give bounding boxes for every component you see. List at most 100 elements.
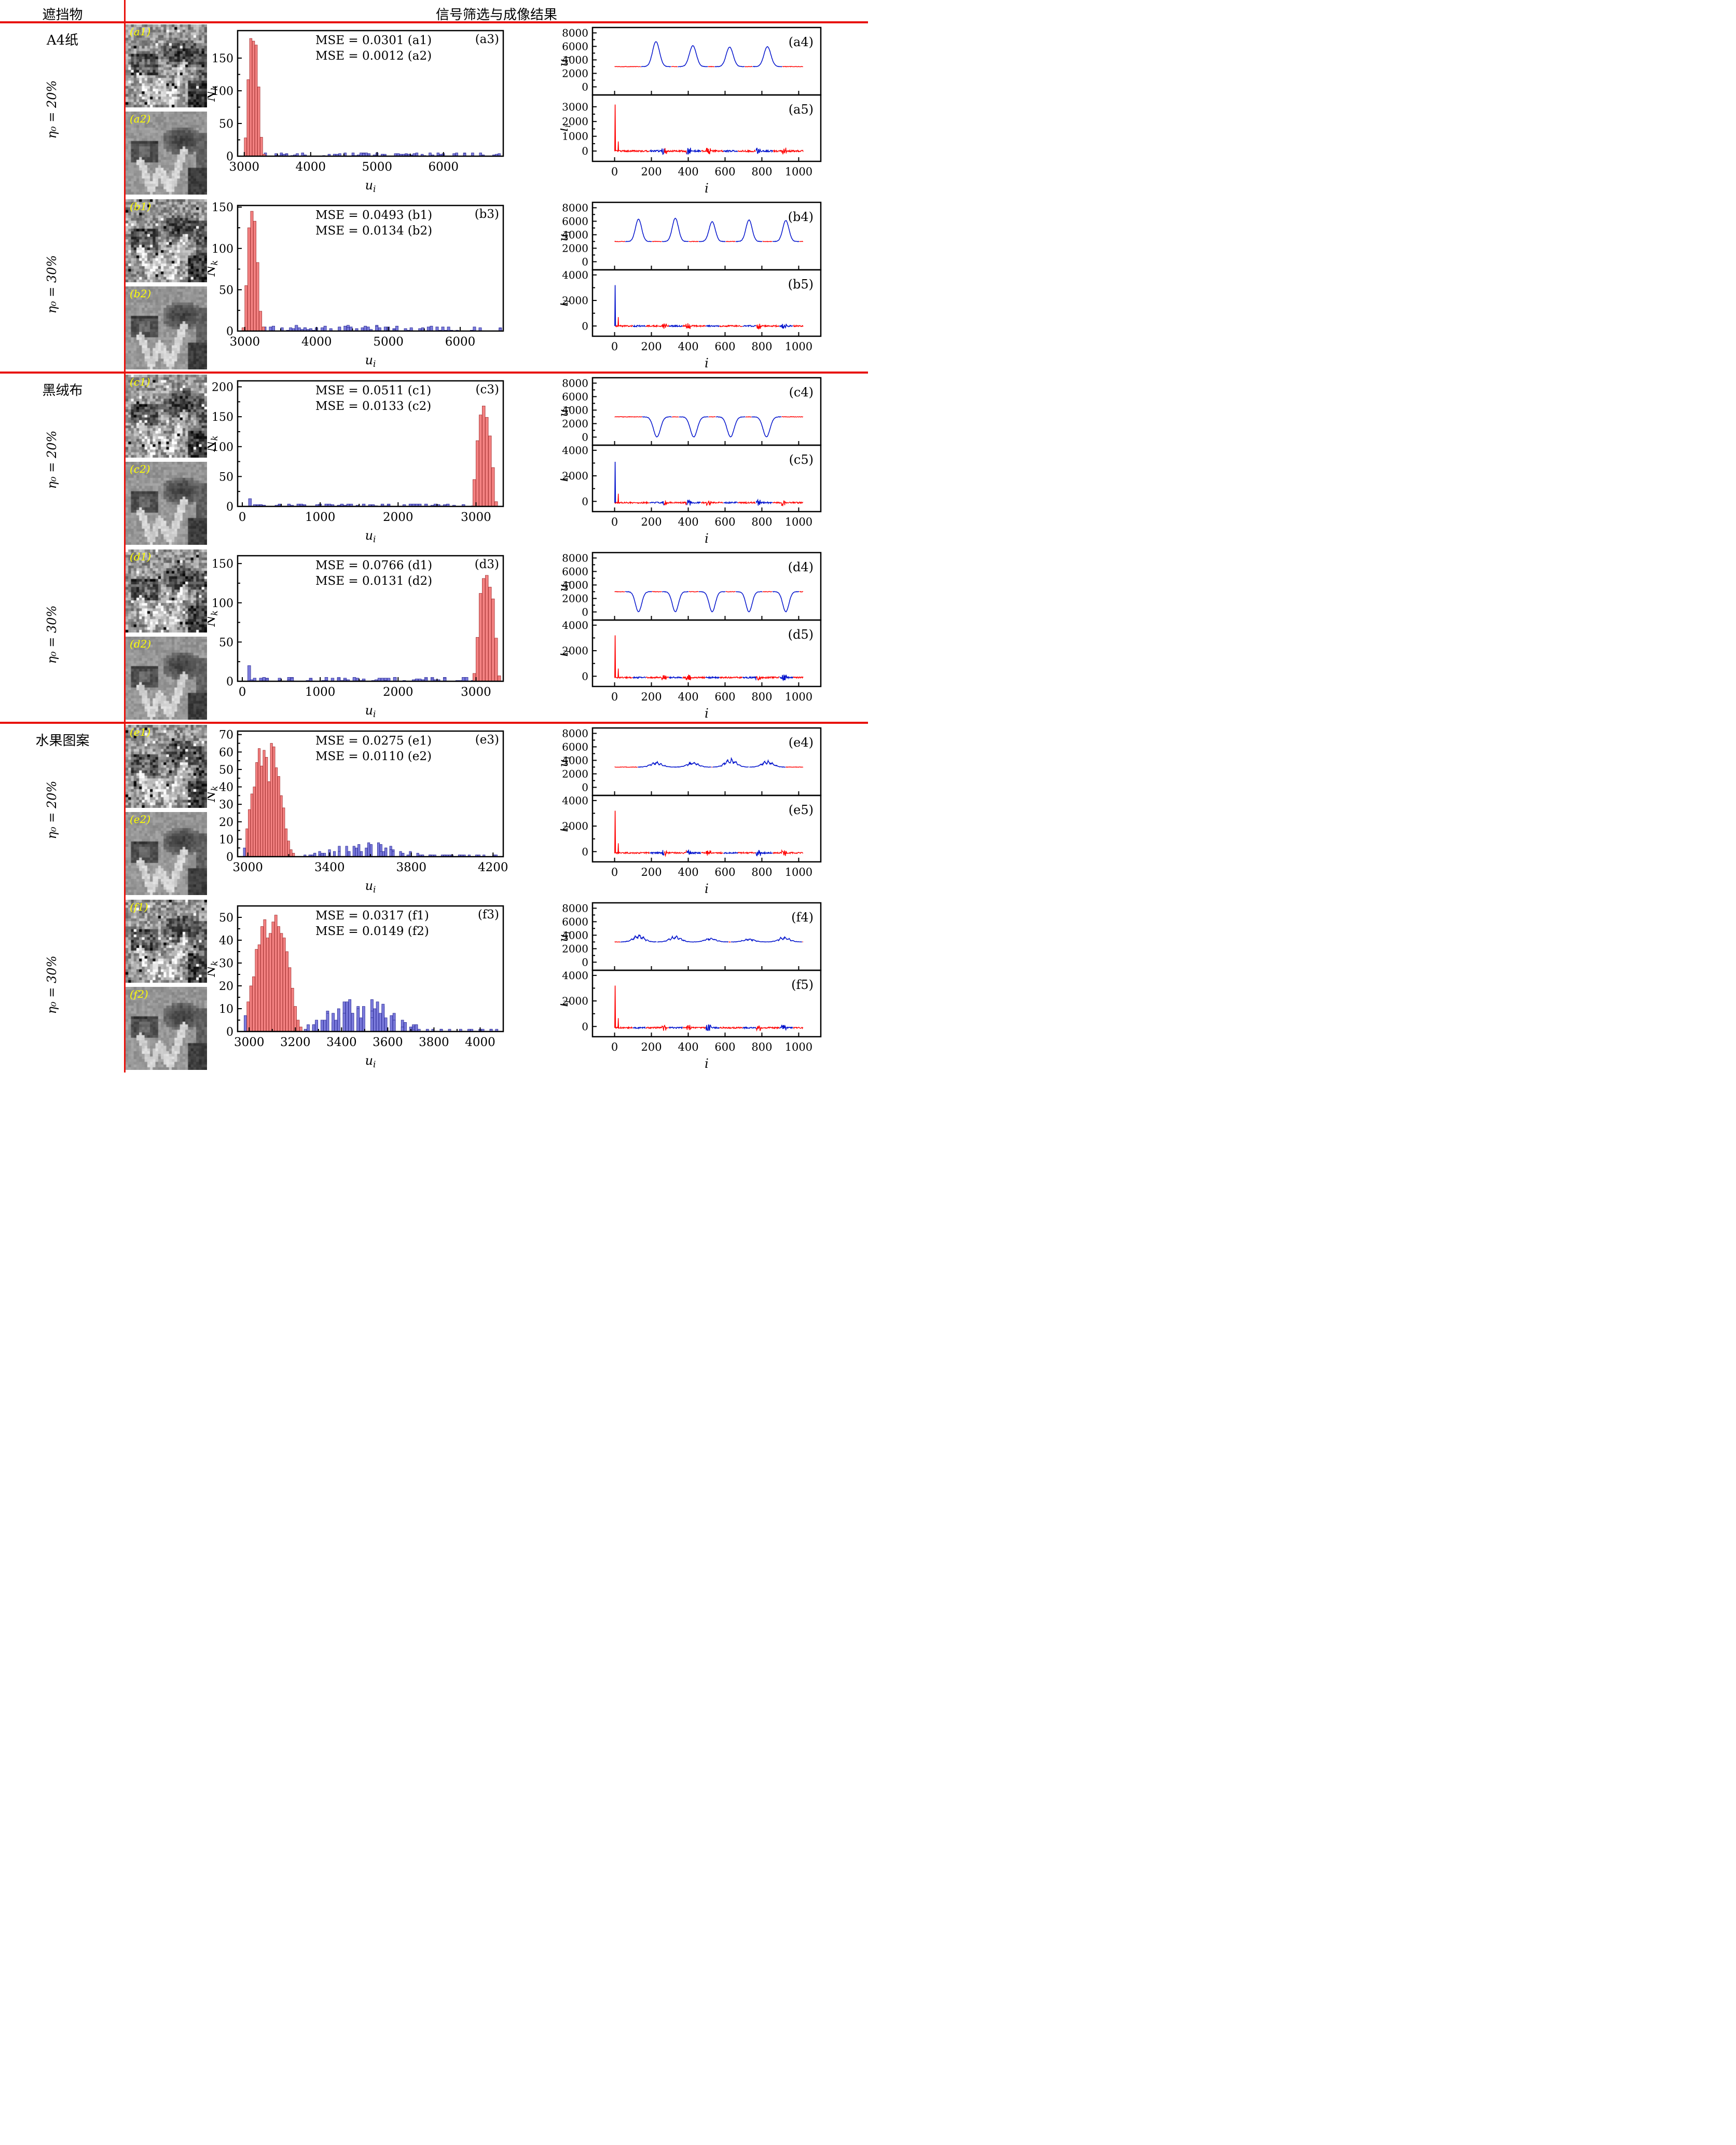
svg-text:ui: ui [560,406,572,417]
svg-text:2000: 2000 [383,685,414,699]
section-divider-1 [0,21,868,23]
svg-text:0: 0 [582,80,588,93]
result-row-a: η₀ = 20% (a1) (a2) 3000 4000 5000 6000 0 50 10… [0,22,868,197]
section-divider-2 [0,372,868,374]
svg-text:3000: 3000 [461,511,491,524]
signal-panels: 02000400060008000ui(c4)02000400002004006… [560,373,868,547]
svg-text:30: 30 [219,957,233,970]
svg-text:200: 200 [641,166,662,178]
panel-label: (f3) [477,908,499,922]
svg-text:1000: 1000 [785,866,812,878]
svg-text:2000: 2000 [562,644,588,657]
column-header-results: 信号筛选与成像结果 [435,7,557,23]
svg-text:1000: 1000 [785,1041,812,1053]
section-black-velvet: 黑绒布 η₀ = 20% (c1) (c2) 0 1000 2000 3000 0 50 1… [0,373,868,723]
mse-line-2: MSE = 0.0133 (c2) [315,400,432,413]
svg-text:10: 10 [219,833,233,846]
svg-text:200: 200 [641,1041,662,1053]
svg-text:8000: 8000 [562,902,588,914]
svg-text:0: 0 [226,851,233,864]
svg-text:0: 0 [611,1041,618,1053]
svg-text:200: 200 [641,340,662,353]
svg-text:800: 800 [751,866,772,878]
svg-text:2000: 2000 [562,417,588,430]
panel-label: (b3) [474,208,499,221]
svg-text:li: li [560,650,572,656]
mse-line-2: MSE = 0.0131 (d2) [315,574,433,588]
svg-text:0: 0 [226,676,233,689]
svg-text:200: 200 [641,516,662,528]
svg-text:100: 100 [212,243,233,256]
svg-text:4000: 4000 [296,160,326,174]
svg-text:2000: 2000 [562,767,588,780]
reconstructed-image: (e2) [126,812,207,895]
svg-text:0: 0 [582,431,588,443]
svg-text:3400: 3400 [326,1036,357,1049]
image-label: (d2) [130,638,151,650]
svg-text:150: 150 [212,411,233,424]
svg-text:ui: ui [560,757,572,767]
svg-text:50: 50 [219,764,233,777]
panel-label: (e3) [475,733,499,747]
image-label: (d1) [130,551,151,563]
svg-text:ui: ui [365,1053,376,1069]
svg-text:150: 150 [212,52,233,65]
mse-annotation: MSE = 0.0493 (b1) MSE = 0.0134 (b2) [315,208,432,239]
svg-text:400: 400 [678,866,698,878]
svg-text:2000: 2000 [562,242,588,254]
svg-text:2000: 2000 [562,294,588,307]
svg-text:0: 0 [582,255,588,268]
svg-text:i: i [705,706,709,721]
reconstructed-image: (a2) [126,112,207,195]
svg-text:600: 600 [714,866,735,878]
svg-text:0: 0 [582,495,588,507]
mse-line-2: MSE = 0.0134 (b2) [315,224,433,238]
reconstructed-image: (d1) [126,549,207,632]
image-label: (b2) [130,287,151,300]
svg-text:ui: ui [560,56,572,67]
section-label: 水果图案 [35,733,90,749]
section-a4-paper: A4纸 η₀ = 20% (a1) (a2) 3000 4000 5000 6000 0… [0,22,868,373]
svg-text:5000: 5000 [373,335,404,349]
panel-label: (c4) [789,385,814,400]
signal-panels: 02000400060008000ui(f4)02000400002004006… [560,898,868,1072]
panel-label: (b4) [788,210,814,224]
svg-text:4000: 4000 [562,619,588,631]
panel-label: (b5) [788,277,814,292]
svg-text:600: 600 [714,166,735,178]
svg-text:6000: 6000 [562,40,588,52]
svg-text:0: 0 [226,1026,233,1039]
svg-text:800: 800 [751,691,772,703]
svg-text:ui: ui [560,581,572,592]
reconstructed-image: (d2) [126,637,207,720]
svg-text:0: 0 [611,516,618,528]
svg-text:150: 150 [212,201,233,214]
svg-text:0: 0 [611,691,618,703]
vertical-divider [124,0,126,1072]
svg-text:0: 0 [226,501,233,514]
svg-text:600: 600 [714,691,735,703]
svg-text:1000: 1000 [785,691,812,703]
panel-label: (c3) [475,383,499,396]
svg-text:6000: 6000 [429,160,459,174]
svg-text:4000: 4000 [562,269,588,281]
reconstructed-image: (f1) [126,900,207,983]
svg-text:Nk: Nk [208,960,219,977]
column-header-occluder: 遮挡物 [42,7,83,23]
result-row-e: η₀ = 20% (e1) (e2) 3000 3400 3800 4200 0 10 20… [0,723,868,898]
panel-label: (e5) [789,803,814,817]
svg-text:400: 400 [678,691,698,703]
svg-text:li: li [560,825,572,832]
svg-text:3000: 3000 [230,335,260,349]
svg-text:4000: 4000 [562,579,588,591]
svg-text:50: 50 [219,284,233,297]
signal-panels: 02000400060008000ui(d4)02000400002004006… [560,547,868,722]
signal-panels: 02000400060008000ui(b4)02000400002004006… [560,197,868,372]
svg-text:0: 0 [582,845,588,858]
svg-text:50: 50 [219,118,233,131]
svg-text:3800: 3800 [396,861,426,874]
eta-ratio-label: η₀ = 20% [45,780,59,840]
svg-text:4000: 4000 [562,969,588,982]
svg-text:1000: 1000 [785,340,812,353]
svg-text:150: 150 [212,558,233,571]
